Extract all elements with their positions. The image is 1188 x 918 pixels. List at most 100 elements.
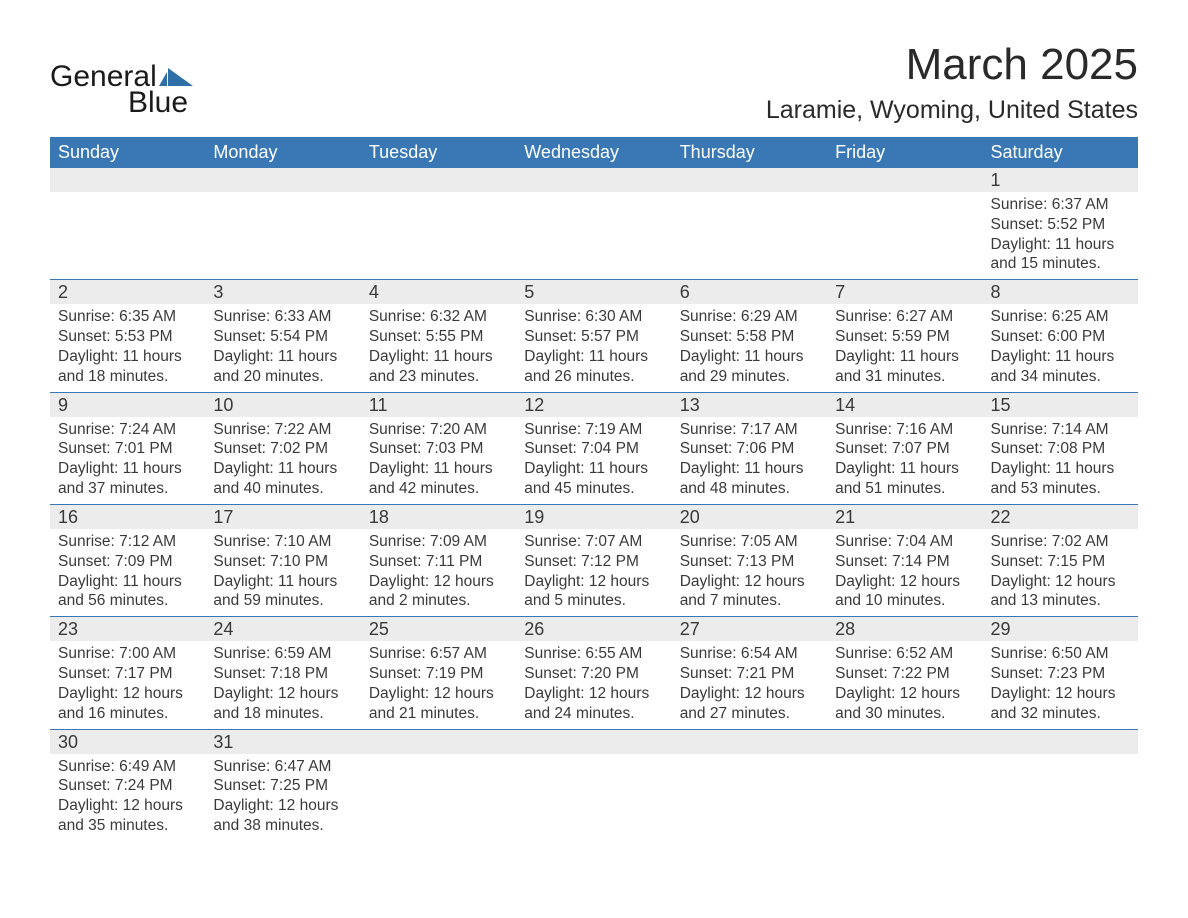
day-body bbox=[516, 192, 671, 200]
daylight-line: Daylight: 11 hours and 40 minutes. bbox=[213, 459, 352, 499]
day-number: 30 bbox=[50, 730, 205, 754]
sunrise-line: Sunrise: 6:54 AM bbox=[680, 644, 819, 664]
day-body: Sunrise: 6:37 AMSunset: 5:52 PMDaylight:… bbox=[983, 192, 1138, 279]
calendar-day-cell: 31Sunrise: 6:47 AMSunset: 7:25 PMDayligh… bbox=[205, 730, 360, 841]
sunrise-line: Sunrise: 6:37 AM bbox=[991, 195, 1130, 215]
day-number: 6 bbox=[672, 280, 827, 304]
day-number bbox=[361, 168, 516, 192]
calendar: SundayMondayTuesdayWednesdayThursdayFrid… bbox=[50, 137, 1138, 841]
sunrise-line: Sunrise: 6:55 AM bbox=[524, 644, 663, 664]
calendar-day-cell: 24Sunrise: 6:59 AMSunset: 7:18 PMDayligh… bbox=[205, 617, 360, 728]
day-body: Sunrise: 6:57 AMSunset: 7:19 PMDaylight:… bbox=[361, 641, 516, 728]
brand-logo: General Blue bbox=[50, 60, 193, 120]
sunset-line: Sunset: 7:09 PM bbox=[58, 552, 197, 572]
sunset-line: Sunset: 7:08 PM bbox=[991, 439, 1130, 459]
calendar-day-cell: 11Sunrise: 7:20 AMSunset: 7:03 PMDayligh… bbox=[361, 393, 516, 504]
calendar-day-cell: 5Sunrise: 6:30 AMSunset: 5:57 PMDaylight… bbox=[516, 280, 671, 391]
day-number: 22 bbox=[983, 505, 1138, 529]
sunset-line: Sunset: 7:11 PM bbox=[369, 552, 508, 572]
sunrise-line: Sunrise: 6:50 AM bbox=[991, 644, 1130, 664]
sunset-line: Sunset: 6:00 PM bbox=[991, 327, 1130, 347]
calendar-week-row: 30Sunrise: 6:49 AMSunset: 7:24 PMDayligh… bbox=[50, 729, 1138, 841]
calendar-week-row: 2Sunrise: 6:35 AMSunset: 5:53 PMDaylight… bbox=[50, 279, 1138, 391]
sunset-line: Sunset: 5:54 PM bbox=[213, 327, 352, 347]
daylight-line: Daylight: 11 hours and 26 minutes. bbox=[524, 347, 663, 387]
daylight-line: Daylight: 11 hours and 18 minutes. bbox=[58, 347, 197, 387]
day-body: Sunrise: 6:27 AMSunset: 5:59 PMDaylight:… bbox=[827, 304, 982, 391]
sunset-line: Sunset: 5:58 PM bbox=[680, 327, 819, 347]
sunrise-line: Sunrise: 6:33 AM bbox=[213, 307, 352, 327]
day-body bbox=[672, 192, 827, 200]
calendar-day-cell: 27Sunrise: 6:54 AMSunset: 7:21 PMDayligh… bbox=[672, 617, 827, 728]
sunrise-line: Sunrise: 7:09 AM bbox=[369, 532, 508, 552]
calendar-day-cell bbox=[516, 168, 671, 279]
day-body: Sunrise: 6:54 AMSunset: 7:21 PMDaylight:… bbox=[672, 641, 827, 728]
daylight-line: Daylight: 11 hours and 15 minutes. bbox=[991, 235, 1130, 275]
sunrise-line: Sunrise: 6:29 AM bbox=[680, 307, 819, 327]
calendar-day-cell: 7Sunrise: 6:27 AMSunset: 5:59 PMDaylight… bbox=[827, 280, 982, 391]
sunrise-line: Sunrise: 7:04 AM bbox=[835, 532, 974, 552]
day-number bbox=[983, 730, 1138, 754]
day-body: Sunrise: 6:52 AMSunset: 7:22 PMDaylight:… bbox=[827, 641, 982, 728]
day-body: Sunrise: 6:32 AMSunset: 5:55 PMDaylight:… bbox=[361, 304, 516, 391]
sunset-line: Sunset: 7:03 PM bbox=[369, 439, 508, 459]
day-number bbox=[50, 168, 205, 192]
day-body: Sunrise: 7:14 AMSunset: 7:08 PMDaylight:… bbox=[983, 417, 1138, 504]
day-body: Sunrise: 7:22 AMSunset: 7:02 PMDaylight:… bbox=[205, 417, 360, 504]
calendar-week-row: 9 Sunrise: 7:24 AMSunset: 7:01 PM Daylight… bbox=[50, 392, 1138, 504]
day-body: Sunrise: 7:20 AMSunset: 7:03 PMDaylight:… bbox=[361, 417, 516, 504]
day-body: Sunrise: 7:05 AMSunset: 7:13 PMDaylight:… bbox=[672, 529, 827, 616]
sunset-line: Sunset: 7:07 PM bbox=[835, 439, 974, 459]
calendar-day-cell: 18Sunrise: 7:09 AMSunset: 7:11 PMDayligh… bbox=[361, 505, 516, 616]
day-number: 17 bbox=[205, 505, 360, 529]
daylight-line: Daylight: 12 hours and 27 minutes. bbox=[680, 684, 819, 724]
day-body: Sunrise: 7:19 AMSunset: 7:04 PMDaylight:… bbox=[516, 417, 671, 504]
sunrise-line: Sunrise: 7:19 AM bbox=[524, 420, 663, 440]
calendar-day-cell: 20Sunrise: 7:05 AMSunset: 7:13 PMDayligh… bbox=[672, 505, 827, 616]
calendar-day-cell: 6Sunrise: 6:29 AMSunset: 5:58 PMDaylight… bbox=[672, 280, 827, 391]
daylight-line: Daylight: 11 hours and 23 minutes. bbox=[369, 347, 508, 387]
sunset-line: Sunset: 7:01 PM bbox=[58, 439, 197, 459]
calendar-day-cell: 12Sunrise: 7:19 AMSunset: 7:04 PMDayligh… bbox=[516, 393, 671, 504]
day-body bbox=[205, 192, 360, 200]
sunset-line: Sunset: 7:06 PM bbox=[680, 439, 819, 459]
day-body bbox=[983, 754, 1138, 762]
daylight-line: Daylight: 11 hours and 51 minutes. bbox=[835, 459, 974, 499]
sunset-line: Sunset: 7:22 PM bbox=[835, 664, 974, 684]
day-number: 16 bbox=[50, 505, 205, 529]
day-number: 2 bbox=[50, 280, 205, 304]
daylight-line: Daylight: 11 hours and 42 minutes. bbox=[369, 459, 508, 499]
day-body: Sunrise: 7:10 AMSunset: 7:10 PMDaylight:… bbox=[205, 529, 360, 616]
day-body: Sunrise: 6:59 AMSunset: 7:18 PMDaylight:… bbox=[205, 641, 360, 728]
day-number: 23 bbox=[50, 617, 205, 641]
sunset-line: Sunset: 7:14 PM bbox=[835, 552, 974, 572]
sunrise-line: Sunrise: 6:30 AM bbox=[524, 307, 663, 327]
day-body: Sunrise: 6:47 AMSunset: 7:25 PMDaylight:… bbox=[205, 754, 360, 841]
day-number bbox=[516, 730, 671, 754]
sunset-line: Sunset: 7:23 PM bbox=[991, 664, 1130, 684]
day-number: 21 bbox=[827, 505, 982, 529]
weekday-header: Saturday bbox=[983, 137, 1138, 168]
sunset-line: Sunset: 7:21 PM bbox=[680, 664, 819, 684]
daylight-line: Daylight: 12 hours and 18 minutes. bbox=[213, 684, 352, 724]
day-body: Sunrise: 6:30 AMSunset: 5:57 PMDaylight:… bbox=[516, 304, 671, 391]
header: General Blue March 2025 Laramie, Wyoming… bbox=[50, 40, 1138, 125]
sunset-line: Sunset: 5:55 PM bbox=[369, 327, 508, 347]
day-number: 14 bbox=[827, 393, 982, 417]
day-body: Sunrise: 7:16 AMSunset: 7:07 PMDaylight:… bbox=[827, 417, 982, 504]
day-body: Sunrise: 6:50 AMSunset: 7:23 PMDaylight:… bbox=[983, 641, 1138, 728]
weekday-header: Friday bbox=[827, 137, 982, 168]
sunset-line: Sunset: 7:02 PM bbox=[213, 439, 352, 459]
calendar-day-cell bbox=[672, 168, 827, 279]
day-body: Sunrise: 7:17 AMSunset: 7:06 PMDaylight:… bbox=[672, 417, 827, 504]
day-body: Sunrise: 7:09 AMSunset: 7:11 PMDaylight:… bbox=[361, 529, 516, 616]
day-number: 8 bbox=[983, 280, 1138, 304]
sunset-line: Sunset: 7:04 PM bbox=[524, 439, 663, 459]
day-body: Sunrise: 6:55 AMSunset: 7:20 PMDaylight:… bbox=[516, 641, 671, 728]
sunset-line: Sunset: 5:53 PM bbox=[58, 327, 197, 347]
day-number: 9 bbox=[50, 393, 205, 417]
sunrise-line: Sunrise: 6:49 AM bbox=[58, 757, 197, 777]
sunrise-line: Sunrise: 7:24 AM bbox=[58, 420, 197, 440]
calendar-day-cell bbox=[672, 730, 827, 841]
day-body bbox=[361, 754, 516, 762]
